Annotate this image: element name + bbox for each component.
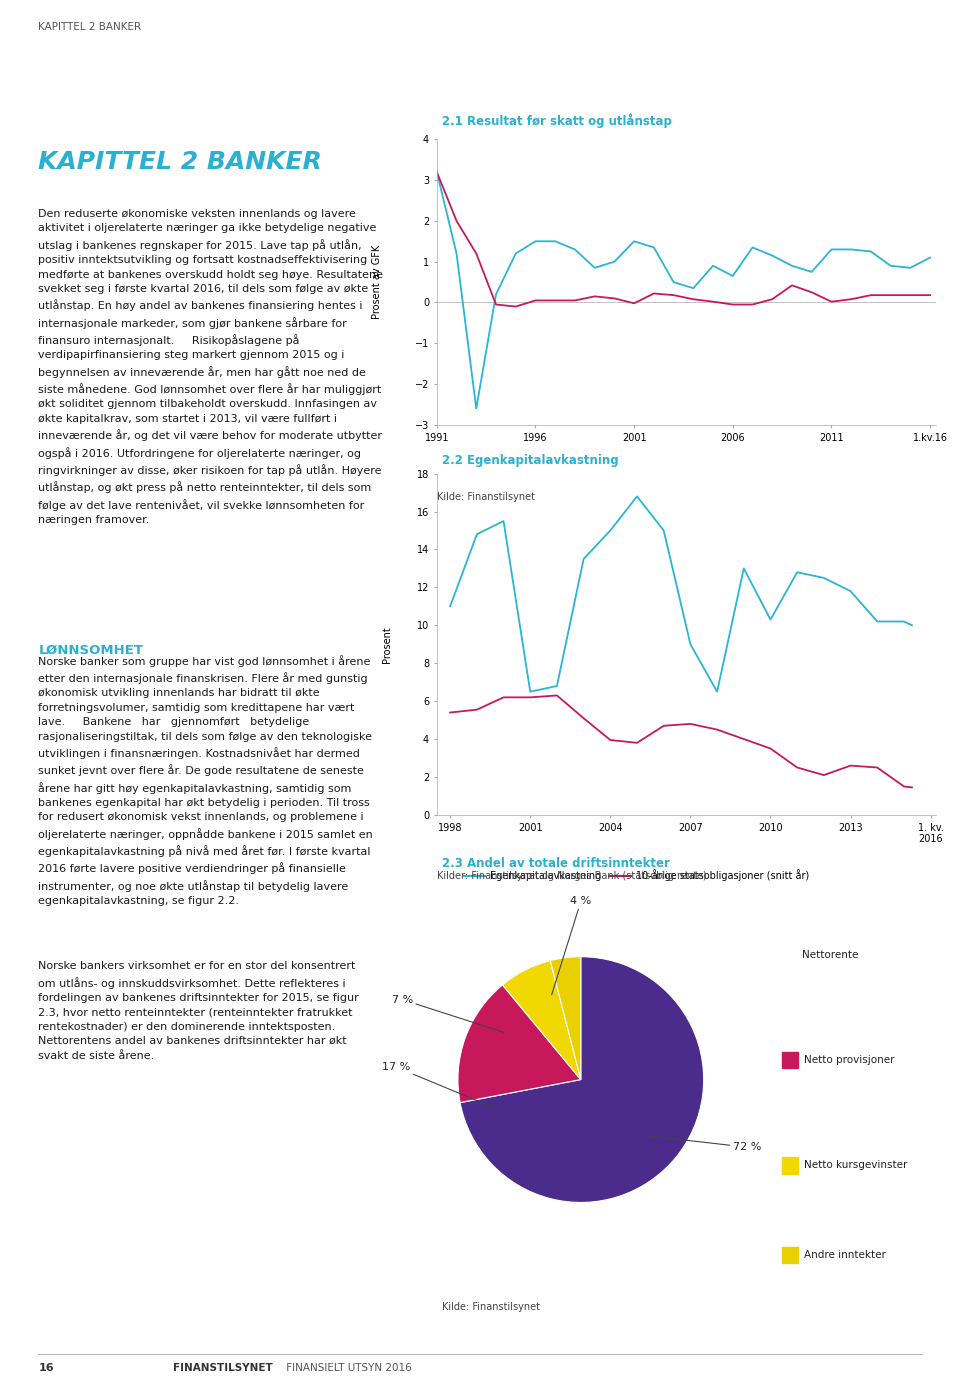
Text: Norske banker som gruppe har vist god lønnsomhet i årene
etter den internasjonal: Norske banker som gruppe har vist god lø…: [38, 655, 373, 907]
Text: FINANSIELT UTSYN 2016: FINANSIELT UTSYN 2016: [283, 1362, 412, 1373]
Text: LØNNSOMHET: LØNNSOMHET: [38, 644, 143, 656]
Y-axis label: Prosent av GFK: Prosent av GFK: [372, 245, 382, 319]
Text: Netto kursgevinster: Netto kursgevinster: [804, 1160, 907, 1170]
Text: Den reduserte økonomiske veksten innenlands og lavere
aktivitet i oljerelaterte : Den reduserte økonomiske veksten innenla…: [38, 209, 383, 525]
Legend: Resultat før skatt, Tap på utlån: Resultat før skatt, Tap på utlån: [529, 486, 744, 506]
Text: 2.3 Andel av totale driftsinntekter: 2.3 Andel av totale driftsinntekter: [442, 857, 669, 869]
Text: 4 %: 4 %: [552, 897, 591, 995]
Text: 17 %: 17 %: [382, 1063, 496, 1109]
Wedge shape: [502, 961, 581, 1080]
Legend: Egenkapitalavkastning, 10-årige statsobligasjoner (snitt år): Egenkapitalavkastning, 10-årige statsobl…: [460, 865, 813, 885]
Text: 72 %: 72 %: [651, 1137, 761, 1152]
Wedge shape: [458, 985, 581, 1103]
Text: Kilde: Finanstilsynet: Kilde: Finanstilsynet: [442, 1302, 540, 1312]
Text: KAPITTEL 2 BANKER: KAPITTEL 2 BANKER: [38, 22, 141, 32]
Text: 2.2 Egenkapitalavkastning: 2.2 Egenkapitalavkastning: [442, 454, 618, 467]
Text: Nettorente: Nettorente: [802, 950, 858, 960]
Text: KAPITTEL 2 BANKER: KAPITTEL 2 BANKER: [38, 150, 323, 174]
Text: 16: 16: [38, 1362, 54, 1373]
Text: FINANSTILSYNET: FINANSTILSYNET: [173, 1362, 273, 1373]
Text: 2.1 Resultat før skatt og utlånstap: 2.1 Resultat før skatt og utlånstap: [442, 114, 671, 128]
Y-axis label: Prosent: Prosent: [382, 625, 392, 663]
Text: 7 %: 7 %: [392, 995, 504, 1032]
Text: Kilde: Finanstilsynet: Kilde: Finanstilsynet: [437, 492, 535, 501]
Wedge shape: [460, 957, 704, 1202]
Text: Norske bankers virksomhet er for en stor del konsentrert
om utlåns- og innskudds: Norske bankers virksomhet er for en stor…: [38, 961, 359, 1060]
Wedge shape: [550, 957, 581, 1080]
Text: Kilder: Finanstilsynet og Norges Bank (statsoblig.rente): Kilder: Finanstilsynet og Norges Bank (s…: [437, 871, 707, 880]
Text: Netto provisjoner: Netto provisjoner: [804, 1055, 894, 1066]
Text: Andre inntekter: Andre inntekter: [804, 1250, 885, 1261]
